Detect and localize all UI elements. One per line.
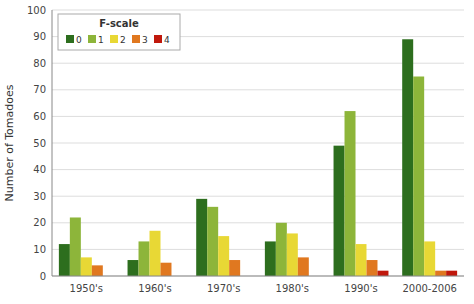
y-axis-line [52, 10, 53, 276]
legend-swatch [110, 35, 118, 43]
grid-line [52, 10, 464, 11]
legend-label: 2 [120, 35, 126, 45]
bar [70, 217, 81, 276]
y-tick-label: 10 [33, 244, 46, 255]
bar [265, 241, 276, 276]
x-tick-label: 1960's [138, 283, 171, 294]
bar [81, 257, 92, 276]
y-tick-label: 60 [33, 111, 46, 122]
bars [59, 39, 457, 276]
bar [92, 265, 103, 276]
bar [218, 236, 229, 276]
bar [229, 260, 240, 276]
legend-title: F-scale [99, 18, 139, 29]
bar [413, 77, 424, 277]
y-tick-label: 40 [33, 164, 46, 175]
y-tick-label: 30 [33, 191, 46, 202]
bar [424, 241, 435, 276]
bar [402, 39, 413, 276]
bar [446, 271, 457, 276]
bar [196, 199, 207, 276]
x-axis-line [52, 276, 464, 277]
legend-label: 4 [164, 35, 170, 45]
y-tick-label: 0 [40, 271, 46, 282]
y-tick-label: 100 [27, 5, 46, 16]
bar [366, 260, 377, 276]
y-axis-label: Number of Tomadoes [3, 84, 16, 201]
legend-swatch [154, 35, 162, 43]
grid-line [52, 276, 464, 277]
x-tick-label: 1950's [70, 283, 103, 294]
bar [207, 207, 218, 276]
legend-swatch [88, 35, 96, 43]
bar [139, 241, 150, 276]
bar [276, 223, 287, 276]
y-tick-label: 20 [33, 217, 46, 228]
legend: F-scale 0 1 2 3 4 [58, 14, 180, 50]
chart: 0102030405060708090100Number of Tomadoes… [0, 0, 474, 304]
bar [59, 244, 70, 276]
legend-swatch [66, 35, 74, 43]
y-tick-label: 70 [33, 84, 46, 95]
bar [287, 233, 298, 276]
y-tick-label: 80 [33, 58, 46, 69]
legend-box [58, 14, 180, 50]
bar [298, 257, 309, 276]
x-tick-label: 1990's [344, 283, 377, 294]
legend-swatch [132, 35, 140, 43]
bar [356, 244, 367, 276]
bar [345, 111, 356, 276]
bar [128, 260, 139, 276]
x-tick-label: 2000-2006 [402, 283, 457, 294]
legend-label: 3 [142, 35, 148, 45]
y-tick-label: 50 [33, 138, 46, 149]
chart-container: 0102030405060708090100Number of Tomadoes… [0, 0, 474, 304]
bar [377, 271, 388, 276]
legend-label: 0 [76, 35, 82, 45]
x-tick-label: 1970's [207, 283, 240, 294]
y-tick-label: 90 [33, 31, 46, 42]
bar [160, 263, 171, 276]
bar [435, 271, 446, 276]
bar [334, 146, 345, 276]
x-tick-label: 1980's [276, 283, 309, 294]
bar [150, 231, 161, 276]
legend-label: 1 [98, 35, 104, 45]
grid [52, 10, 464, 276]
